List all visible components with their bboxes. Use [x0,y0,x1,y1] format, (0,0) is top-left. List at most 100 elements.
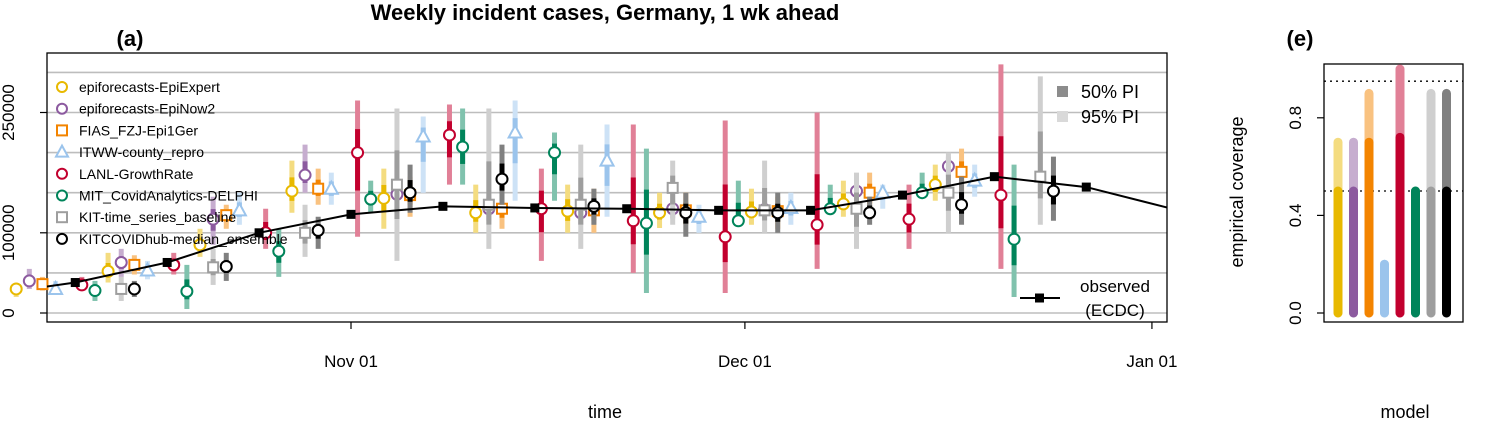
coverage-y-tick-label: 0.4 [1286,204,1305,228]
median-point [598,151,616,167]
observed-point [714,205,724,215]
median-point [850,202,863,215]
legend-marker-itww-county-repro [54,143,70,158]
legend-marker-epiforecasts-epiexpert [56,81,68,93]
observed-series [47,172,1167,288]
pi-legend-label: 50% PI [1081,82,1139,102]
pi-legend-label: 95% PI [1081,107,1139,127]
observed-point [438,201,448,211]
x-tick-label: Nov 01 [324,352,378,371]
median-point [364,192,378,206]
median-point [874,183,891,199]
y-tick-label: 100000 [0,204,18,261]
observed-legend-sublabel: (ECDC) [1085,301,1145,320]
median-point [351,146,365,160]
median-point [469,206,483,220]
legend-label-fias-fzj-epi1ger: FIAS_FZJ-Epi1Ger [79,122,198,138]
legend-label-kitcovidhub-median-ensemble: KITCOVIDhub-median_ensemble [79,231,288,247]
median-point [1046,184,1060,198]
median-point [299,226,312,239]
median-point [506,123,524,139]
observed-point [989,172,999,182]
coverage-x-axis-label: model [1380,402,1429,422]
median-point [744,205,758,219]
median-point [771,206,785,220]
median-point [9,282,23,296]
x-tick-label: Dec 01 [718,352,772,371]
chart-title: Weekly incident cases, Germany, 1 wk ahe… [371,0,840,25]
median-point [312,182,325,195]
median-point [902,212,916,226]
y-tick-label: 0 [0,308,18,317]
legend-marker-kitcovidhub-median-ensemble [56,232,68,245]
median-point [442,128,456,142]
legend-label-kit-time-series-baseline: KIT-time_series_baseline [79,209,236,225]
panel-label-e: (e) [1287,26,1314,51]
x-axis-label: time [588,402,622,422]
median-point [377,191,391,205]
median-point [47,279,64,295]
legend-label-mit-covidanalytics-delphi: MIT_CovidAnalytics-DELPHI [79,188,258,204]
median-point [139,261,156,277]
median-point [22,274,36,288]
coverage-frame [1323,63,1464,323]
median-point [180,284,194,298]
plot-frame [46,52,1168,323]
legend-label-lanl-growthrate: LANL-GrowthRate [79,166,194,182]
median-point [810,218,824,232]
legend-marker-kit-time-series-baseline [56,211,68,224]
median-point [626,214,640,228]
median-point [88,284,102,298]
median-point [863,186,876,199]
panel-e-plot: 0.0 0.4 0.8 [1286,63,1464,325]
median-point [548,146,562,160]
median-point [574,198,587,211]
x-tick-label: Jan 01 [1126,352,1177,371]
median-point [666,181,679,194]
median-point [863,206,877,220]
median-point [823,202,837,216]
observed-legend-marker [1035,293,1044,303]
median-point [942,186,955,199]
median-point [587,199,601,213]
legend-label-itww-county-repro: ITWW-county_repro [79,144,204,160]
observed-point [530,203,540,213]
median-point [994,188,1008,202]
median-point [115,282,128,295]
median-point [1034,170,1047,183]
pi-legend-swatch [1057,111,1068,122]
coverage-y-tick-label: 0.0 [1286,301,1305,325]
coverage-y-axis-label: empirical coverage [1227,116,1247,267]
legend-marker-epiforecasts-epinow2 [56,102,68,115]
median-point [639,216,653,230]
observed-legend-label: observed [1080,277,1150,296]
median-point [482,198,495,211]
median-point [495,202,508,215]
median-point [495,172,509,186]
median-point [219,259,233,273]
y-tick-label: 250000 [0,84,18,141]
observed-point [806,205,816,215]
median-point [955,198,969,212]
median-point [272,244,286,258]
median-point [206,212,220,226]
median-point [193,238,207,252]
coverage-y-tick-label: 0.8 [1286,106,1305,130]
median-point [955,165,968,178]
legend-marker-lanl-growthrate [56,167,68,180]
median-point [127,282,141,296]
median-point [1007,232,1021,246]
median-point [285,184,299,198]
median-point [390,178,403,191]
observed-line [47,175,1167,288]
observed-point [346,209,356,219]
observed-point [254,228,264,238]
median-point [323,179,340,195]
median-point [231,201,248,217]
panel-a-plot: 0 100000 250000 Nov 01 Dec 01 Jan 01 epiforeca… [0,52,1177,371]
legend-label-epiforecasts-epinow2: epiforecasts-EpiNow2 [79,101,215,117]
observed-point [162,257,172,267]
observed-point [70,278,80,288]
median-point [220,209,233,222]
